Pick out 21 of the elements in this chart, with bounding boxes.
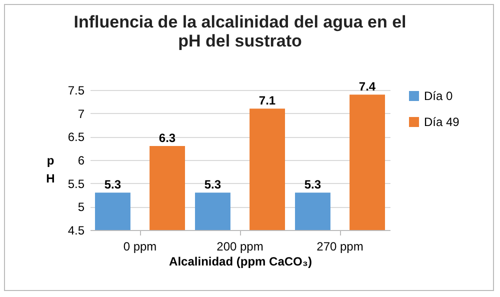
chart-title: Influencia de la alcalinidad del agua en el pH del sustrato <box>74 12 406 51</box>
x-axis-title: Alcalinidad (ppm CaCO₃) <box>169 254 312 268</box>
y-tick-label: 6.5 <box>68 130 85 144</box>
data-label: 5.3 <box>204 178 222 192</box>
x-tick-label: 200 ppm <box>216 240 264 254</box>
data-label: 6.3 <box>158 131 176 145</box>
legend-label: Día 49 <box>424 115 460 129</box>
data-label: 5.3 <box>304 178 322 192</box>
y-tick-label: 5.5 <box>68 176 85 191</box>
y-tick-label: 7 <box>78 106 85 121</box>
y-tick-label: 7.5 <box>68 84 85 98</box>
data-label: 7.4 <box>358 80 376 94</box>
y-axis-title: pH <box>46 154 55 186</box>
legend-label: Día 0 <box>424 89 454 103</box>
data-label: 7.1 <box>258 94 276 108</box>
y-tick-label: 4.5 <box>68 224 85 238</box>
data-label: 5.3 <box>104 178 122 192</box>
x-tick-label: 270 ppm <box>316 240 364 254</box>
y-tick-label: 6 <box>78 154 85 168</box>
x-tick-label: 0 ppm <box>123 240 157 254</box>
y-tick-label: 5 <box>78 200 85 214</box>
